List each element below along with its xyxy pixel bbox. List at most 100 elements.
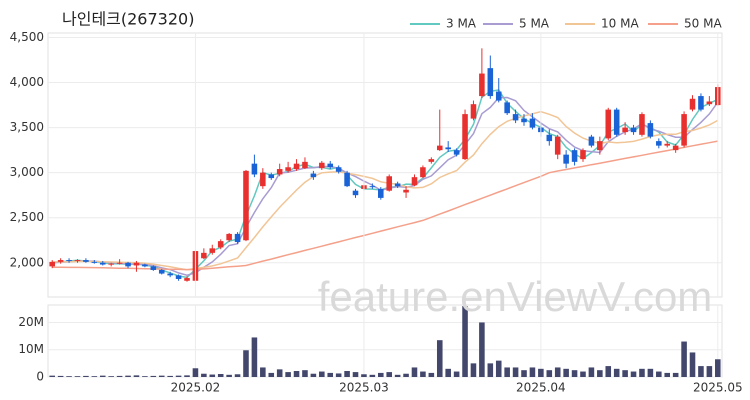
volume-bar xyxy=(529,367,536,377)
volume-bar xyxy=(352,372,359,377)
candle-body xyxy=(647,123,654,137)
volume-bar xyxy=(411,367,418,377)
candle-body xyxy=(335,167,342,172)
candle-body xyxy=(167,273,173,276)
volume-bar xyxy=(656,371,662,377)
candle-body xyxy=(453,150,460,155)
volume-bar xyxy=(639,368,645,377)
volume-bar xyxy=(512,367,519,377)
volume-bar xyxy=(226,374,232,377)
legend-label: 50 MA xyxy=(684,17,722,31)
x-tick-label: 2025.02 xyxy=(171,381,221,395)
volume-bar xyxy=(319,371,325,377)
candle-body xyxy=(563,154,569,164)
legend-label: 3 MA xyxy=(446,17,477,31)
candle-body xyxy=(268,174,275,179)
volume-bar xyxy=(192,368,199,377)
legend-label: 5 MA xyxy=(519,17,550,31)
volume-bar xyxy=(243,350,249,377)
candle-body xyxy=(99,262,106,265)
volume-bar xyxy=(403,373,409,377)
volume-bar xyxy=(622,370,628,377)
plot-area: 2,000 2,500 3,000 3,500 4,000 4,500 3 MA 5 MA 10… xyxy=(10,17,743,395)
candle-body xyxy=(622,127,628,133)
volume-bar xyxy=(580,371,586,377)
volume-bar xyxy=(184,375,190,377)
candle-body xyxy=(462,114,468,160)
volume-bar xyxy=(276,369,283,377)
volume-bar xyxy=(91,376,98,377)
volume-bar xyxy=(49,375,55,377)
volume-bar xyxy=(571,370,578,377)
volume-bar xyxy=(217,374,224,377)
candle-body xyxy=(184,278,190,281)
volume-bar xyxy=(453,371,460,377)
volume-bar xyxy=(445,368,451,377)
candle-body xyxy=(66,260,72,262)
candle-body xyxy=(243,170,249,241)
candle-body xyxy=(479,73,485,97)
volume-bar xyxy=(268,372,275,377)
volume-bar xyxy=(588,367,595,377)
candle-body xyxy=(689,98,696,110)
candle-body xyxy=(436,145,443,151)
volume-bar xyxy=(420,371,426,377)
y-tick-label: 2,000 xyxy=(10,255,44,269)
volume-bar xyxy=(209,374,216,377)
volume-bar xyxy=(647,368,654,377)
y-tick-label: 20M xyxy=(18,315,44,329)
volume-bar xyxy=(554,367,561,377)
volume-bar xyxy=(479,322,485,377)
candle-body xyxy=(116,262,123,264)
volume-bar xyxy=(495,360,502,377)
candle-body xyxy=(369,186,376,188)
volume-bar xyxy=(715,359,721,377)
y-tick-label: 3,000 xyxy=(10,165,44,179)
candle-body xyxy=(310,173,317,178)
candle-body xyxy=(49,261,55,267)
volume-bar xyxy=(175,375,182,377)
volume-bar xyxy=(116,375,123,377)
volume-bar xyxy=(285,372,291,377)
volume-bar xyxy=(706,366,713,377)
volume-bar xyxy=(546,370,553,377)
volume-bar xyxy=(251,337,258,377)
candle-body xyxy=(681,114,687,146)
candle-body xyxy=(158,269,165,274)
x-tick-label: 2025.04 xyxy=(516,381,566,395)
volume-bar xyxy=(369,374,376,377)
candle-body xyxy=(571,150,578,162)
candle-body xyxy=(445,147,451,150)
candle-body xyxy=(276,169,283,175)
volume-bar xyxy=(150,375,157,377)
candle-body xyxy=(706,101,713,105)
volume-bar xyxy=(108,376,114,377)
volume-bar xyxy=(428,372,435,377)
candle-body xyxy=(546,134,553,142)
volume-bar xyxy=(83,375,89,377)
volume-bar xyxy=(698,366,704,377)
volume-bar xyxy=(133,375,140,377)
volume-bar xyxy=(597,370,603,377)
candle-body xyxy=(521,118,527,123)
candle-body xyxy=(302,161,308,169)
volume-bar xyxy=(167,375,173,377)
volume-bar xyxy=(378,372,384,377)
ma-line xyxy=(52,140,718,271)
candle-body xyxy=(672,145,679,151)
volume-bar xyxy=(57,375,64,377)
ma-line xyxy=(52,110,719,271)
x-tick-label: 2025.05 xyxy=(693,381,743,395)
candle-body xyxy=(150,266,157,270)
volume-bar xyxy=(630,371,637,377)
y-tick-label: 2,500 xyxy=(10,210,44,224)
volume-bar xyxy=(260,367,266,377)
watermark: feature.enViewV.com xyxy=(318,273,713,320)
panel xyxy=(47,32,723,298)
volume-bar xyxy=(605,366,612,377)
volume-bar xyxy=(361,374,367,377)
volume-bar xyxy=(327,372,334,377)
candle-body xyxy=(588,136,595,146)
candle-body xyxy=(504,102,510,114)
candle-body xyxy=(327,163,334,168)
